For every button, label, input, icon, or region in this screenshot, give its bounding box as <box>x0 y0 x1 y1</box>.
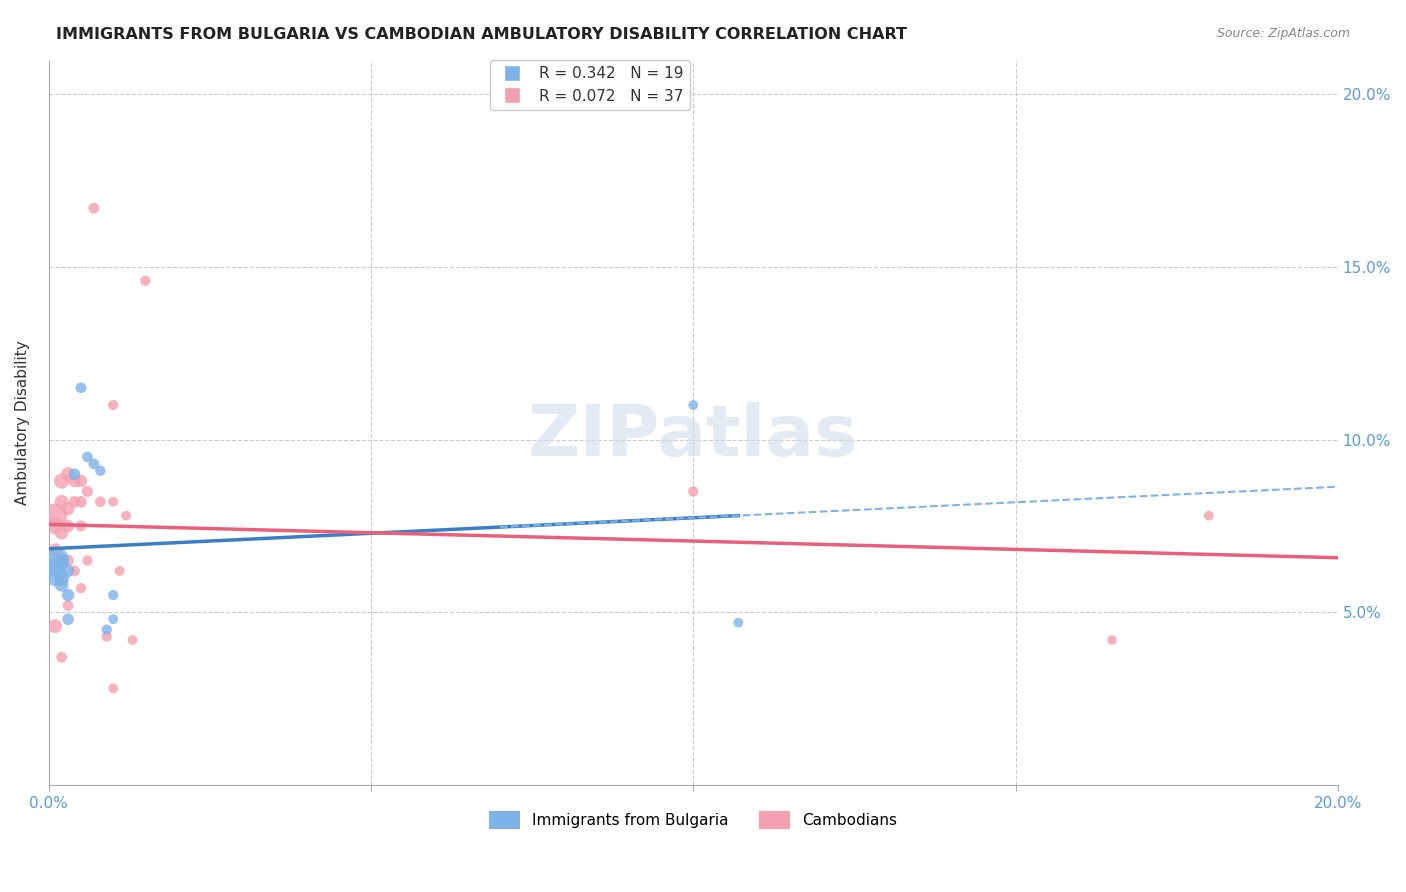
Point <box>134 274 156 288</box>
Point <box>51 495 73 509</box>
Point <box>44 553 66 567</box>
Point <box>96 630 118 644</box>
Point <box>76 484 98 499</box>
Point <box>51 571 73 585</box>
Point <box>51 574 73 589</box>
Point <box>44 560 66 574</box>
Point <box>63 474 86 488</box>
Point <box>51 578 73 592</box>
Point <box>76 553 98 567</box>
Point <box>83 201 105 215</box>
Point <box>103 612 125 626</box>
Point <box>83 457 105 471</box>
Point <box>51 525 73 540</box>
Point <box>103 681 125 696</box>
Point <box>56 501 79 516</box>
Y-axis label: Ambulatory Disability: Ambulatory Disability <box>15 340 30 505</box>
Point <box>103 588 125 602</box>
Legend: Immigrants from Bulgaria, Cambodians: Immigrants from Bulgaria, Cambodians <box>484 805 903 836</box>
Point <box>51 553 73 567</box>
Point <box>103 495 125 509</box>
Point <box>63 564 86 578</box>
Point <box>56 519 79 533</box>
Point <box>56 599 79 613</box>
Point <box>108 564 131 578</box>
Point <box>51 474 73 488</box>
Point <box>44 571 66 585</box>
Point <box>103 398 125 412</box>
Text: IMMIGRANTS FROM BULGARIA VS CAMBODIAN AMBULATORY DISABILITY CORRELATION CHART: IMMIGRANTS FROM BULGARIA VS CAMBODIAN AM… <box>56 27 907 42</box>
Point <box>44 619 66 633</box>
Point <box>727 615 749 630</box>
Point <box>70 474 93 488</box>
Point <box>56 588 79 602</box>
Point <box>44 519 66 533</box>
Point <box>70 495 93 509</box>
Point <box>1101 632 1123 647</box>
Text: Source: ZipAtlas.com: Source: ZipAtlas.com <box>1216 27 1350 40</box>
Point <box>96 623 118 637</box>
Point <box>682 484 704 499</box>
Text: ZIPatlas: ZIPatlas <box>529 402 858 471</box>
Point <box>56 553 79 567</box>
Point <box>70 519 93 533</box>
Point <box>51 650 73 665</box>
Point <box>115 508 138 523</box>
Point <box>56 612 79 626</box>
Point <box>1198 508 1220 523</box>
Point <box>63 467 86 482</box>
Point <box>44 543 66 558</box>
Point <box>44 508 66 523</box>
Point <box>70 381 93 395</box>
Point <box>121 632 143 647</box>
Point <box>89 495 111 509</box>
Point <box>63 495 86 509</box>
Point <box>89 464 111 478</box>
Point <box>76 450 98 464</box>
Point <box>51 553 73 567</box>
Point <box>682 398 704 412</box>
Point <box>56 467 79 482</box>
Point <box>56 564 79 578</box>
Point <box>70 581 93 595</box>
